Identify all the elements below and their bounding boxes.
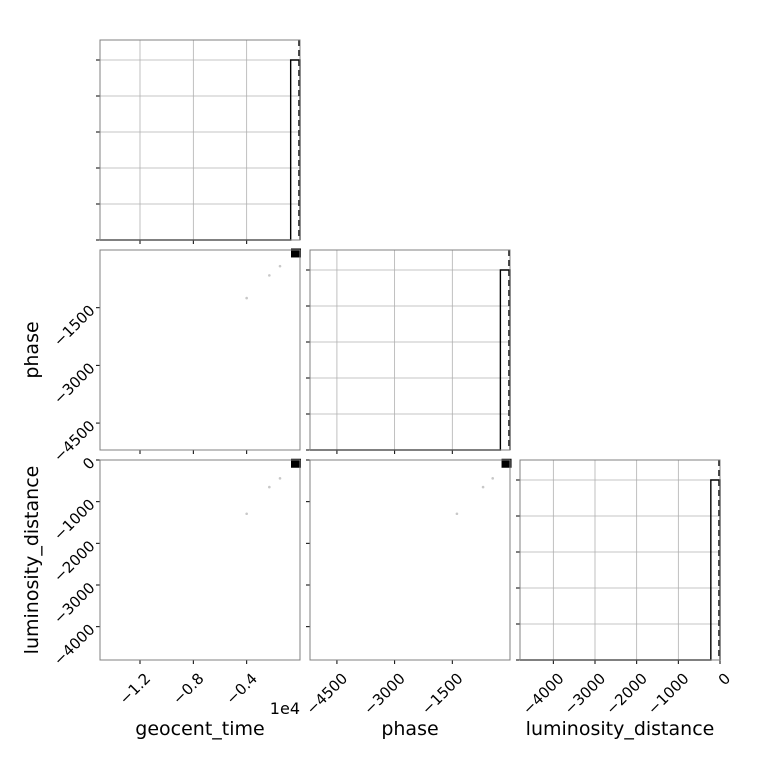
x-tick-label: 0 [715, 670, 734, 689]
scatter-point [268, 485, 271, 489]
scatter-point [245, 512, 248, 516]
scatter-point [278, 264, 282, 268]
x-tick-label: −0.4 [222, 670, 260, 708]
x-axis-label-luminosity-distance: luminosity_distance [526, 718, 715, 740]
y-axis-label-phase: phase [21, 321, 43, 378]
density-peak [291, 248, 301, 258]
density-peak [501, 458, 512, 468]
x-tick-label: −1500 [418, 670, 467, 719]
y-tick-label: −4500 [50, 417, 99, 466]
x-tick-label: −3000 [360, 670, 409, 719]
x-tick-label: −3000 [561, 670, 610, 719]
panel-frame-phase_vs_geocent_time [99, 249, 301, 451]
scatter-point [491, 477, 494, 480]
x-tick-label: −1.2 [116, 670, 154, 708]
x-tick-label: −4500 [303, 670, 352, 719]
y-axis-label-luminosity-distance: luminosity_distance [21, 466, 43, 655]
x-tick-label: −2000 [602, 670, 651, 719]
panel-frame-luminosity_distance_vs_geocent_time [99, 459, 301, 661]
density-peak [291, 458, 301, 468]
scatter-point [278, 477, 282, 480]
x-tick-label: −1000 [644, 670, 693, 719]
y-tick-label: −2000 [50, 537, 99, 586]
y-tick-label: 0 [79, 454, 98, 473]
x-axis-label-geocent-time: geocent_time [135, 718, 264, 740]
x-offset-text: 1e4 [270, 699, 300, 718]
y-tick-label: −3000 [50, 579, 99, 628]
panel-frame-phase [309, 249, 511, 451]
scatter-point [245, 296, 248, 300]
panel-frame-luminosity_distance [519, 459, 721, 661]
panel-frame-geocent_time [99, 39, 301, 241]
histogram-phase [310, 269, 511, 451]
histogram-geocent_time [100, 59, 301, 241]
scatter-point [455, 512, 459, 516]
y-tick-label: −3000 [50, 359, 99, 408]
panel-frame-luminosity_distance_vs_phase [309, 459, 511, 661]
x-tick-label: −0.8 [169, 670, 207, 708]
y-tick-label: −1000 [50, 495, 99, 544]
y-tick-label: −1500 [50, 302, 99, 351]
scatter-point [268, 274, 271, 277]
x-axis-label-phase: phase [381, 718, 438, 740]
x-tick-label: −4000 [519, 670, 568, 719]
histogram-luminosity_distance [520, 479, 721, 661]
scatter-point [481, 485, 485, 489]
y-tick-label: −4000 [50, 620, 99, 669]
